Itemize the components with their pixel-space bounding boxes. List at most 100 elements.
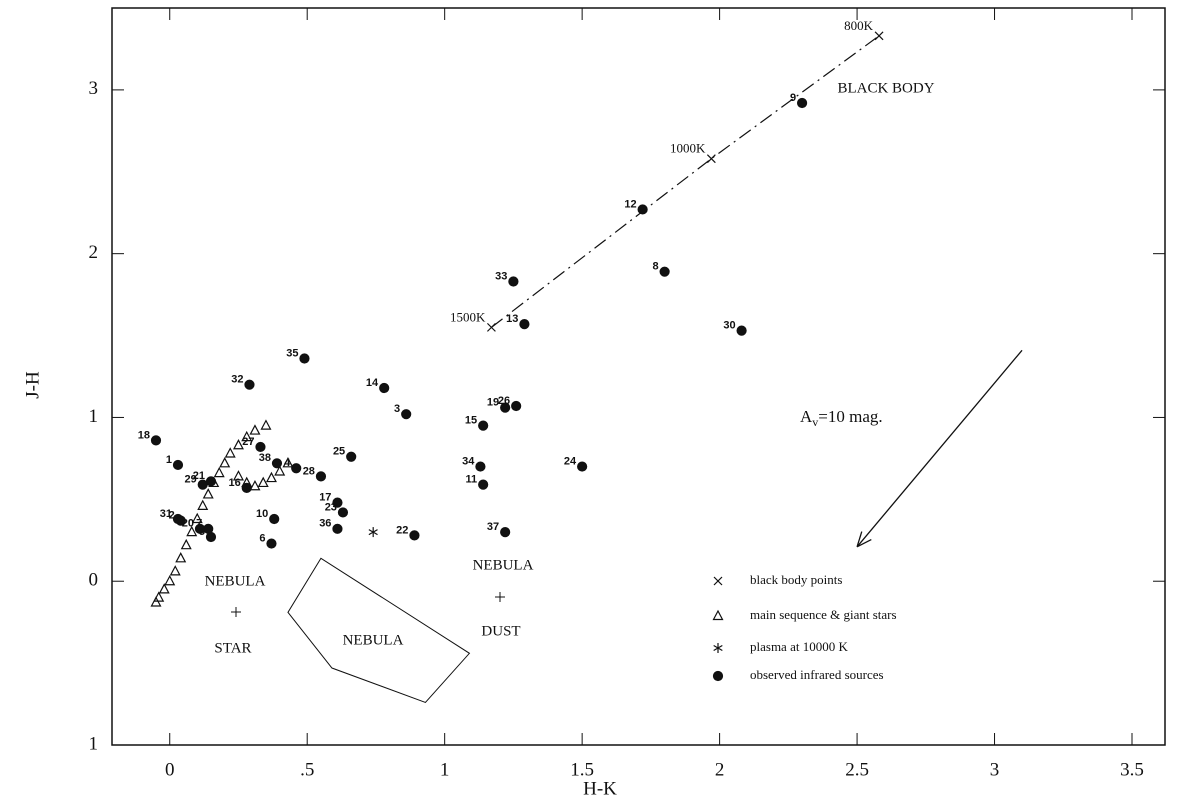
dot bbox=[244, 379, 255, 390]
point-label: 33 bbox=[495, 270, 507, 282]
point-label: 23 bbox=[325, 501, 337, 513]
x-tick-label: .5 bbox=[300, 759, 314, 780]
legend-label: main sequence & giant stars bbox=[750, 607, 897, 622]
marker-triangle bbox=[282, 457, 294, 468]
triangle bbox=[249, 479, 261, 491]
reddening-label: Av=10 mag. bbox=[800, 407, 883, 429]
point-label: 18 bbox=[138, 429, 150, 441]
asterisk-stroke bbox=[368, 529, 378, 536]
marker-circle bbox=[796, 97, 808, 109]
triangle bbox=[202, 488, 214, 499]
marker-circle bbox=[379, 382, 390, 394]
annotation: NEBULA bbox=[205, 573, 266, 589]
dot bbox=[637, 204, 648, 215]
dot bbox=[500, 526, 511, 538]
point-label: 25 bbox=[333, 446, 345, 458]
arrow-head bbox=[856, 531, 863, 548]
dot bbox=[291, 463, 302, 474]
marker-circle bbox=[409, 530, 420, 541]
x-tick-label: 0 bbox=[165, 759, 175, 780]
dot bbox=[508, 276, 519, 287]
dot bbox=[475, 461, 486, 472]
dot bbox=[269, 513, 280, 525]
dot bbox=[736, 325, 747, 336]
marker-circle bbox=[577, 461, 588, 472]
dot bbox=[337, 507, 349, 518]
plot-frame bbox=[111, 7, 1166, 746]
dot bbox=[409, 530, 420, 541]
point-label: 1500K bbox=[450, 309, 486, 324]
marker-triangle bbox=[164, 574, 176, 586]
dot bbox=[478, 479, 489, 490]
dot bbox=[241, 482, 252, 493]
triangle bbox=[249, 424, 261, 435]
marker-x bbox=[874, 31, 884, 41]
marker-circle bbox=[150, 435, 162, 446]
marker-circle bbox=[500, 402, 511, 413]
marker-triangle bbox=[150, 596, 162, 607]
point-label: 27 bbox=[242, 436, 254, 448]
dot bbox=[478, 420, 489, 431]
dot bbox=[511, 400, 522, 412]
marker-triangle bbox=[265, 471, 277, 483]
dot bbox=[255, 441, 266, 453]
dot bbox=[500, 402, 511, 413]
dot bbox=[346, 451, 357, 462]
triangle bbox=[175, 552, 187, 563]
marker-circle bbox=[332, 497, 343, 508]
dot bbox=[299, 353, 310, 364]
triangle bbox=[232, 439, 244, 450]
marker-triangle bbox=[175, 552, 187, 563]
marker-circle bbox=[315, 471, 327, 482]
dot bbox=[379, 382, 390, 394]
marker-circle bbox=[291, 463, 302, 474]
marker-circle bbox=[736, 325, 747, 336]
black-body-line bbox=[491, 35, 880, 328]
marker-circle bbox=[478, 479, 489, 490]
point-label: 20 bbox=[182, 518, 194, 530]
point-label: 8 bbox=[652, 261, 658, 273]
marker-asterisk bbox=[713, 643, 723, 653]
triangle bbox=[213, 466, 225, 478]
x-tick-label: 2 bbox=[715, 759, 725, 780]
x-tick-label: 1 bbox=[440, 759, 450, 780]
marker-x bbox=[713, 576, 723, 586]
y-tick-label: 2 bbox=[89, 242, 99, 263]
y-tick-label: 1 bbox=[89, 733, 99, 754]
marker-triangle bbox=[219, 457, 231, 468]
dot bbox=[401, 409, 412, 420]
dot bbox=[577, 461, 588, 472]
reddening-arrow bbox=[856, 349, 1023, 548]
point-label: 21 bbox=[193, 470, 205, 482]
point-label: 5 bbox=[199, 526, 205, 538]
marker-circle bbox=[172, 459, 184, 471]
marker-triangle bbox=[224, 447, 236, 458]
point-label: 3 bbox=[394, 403, 400, 415]
dot bbox=[175, 515, 186, 526]
marker-circle bbox=[332, 523, 343, 534]
point-label: 16 bbox=[228, 477, 240, 489]
point-label: 6 bbox=[259, 532, 265, 544]
marker-triangle bbox=[241, 430, 253, 442]
cross-stroke bbox=[486, 322, 496, 332]
point-label: 12 bbox=[624, 198, 636, 210]
marker-triangle bbox=[153, 591, 165, 602]
point-label: 38 bbox=[259, 452, 271, 464]
point-label: 24 bbox=[564, 455, 577, 467]
triangle bbox=[224, 447, 236, 458]
point-label: 14 bbox=[366, 377, 379, 389]
triangle bbox=[219, 457, 231, 468]
point-label: 4 bbox=[284, 457, 291, 469]
triangle bbox=[265, 471, 277, 483]
dot bbox=[332, 523, 343, 534]
dot bbox=[271, 458, 283, 469]
point-label: 35 bbox=[286, 347, 298, 359]
triangle bbox=[158, 583, 170, 594]
triangle bbox=[153, 591, 165, 602]
point-label: 28 bbox=[303, 465, 315, 477]
marker-circle bbox=[637, 204, 648, 215]
av-sub: v bbox=[812, 415, 818, 429]
point-label: 11 bbox=[466, 473, 478, 485]
triangle bbox=[282, 457, 294, 468]
